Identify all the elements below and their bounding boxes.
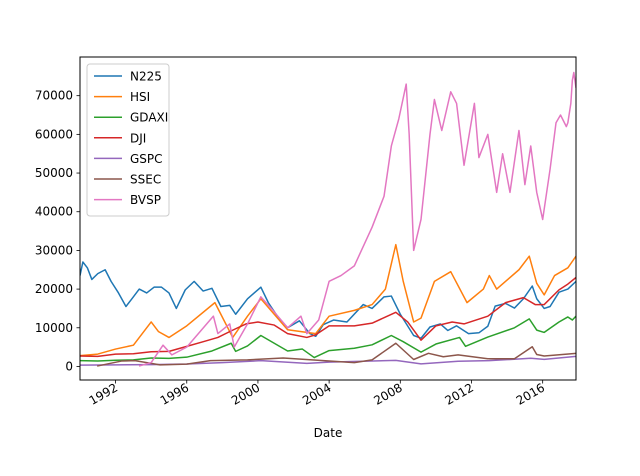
legend-label: BVSP [130,193,161,207]
series-line-hsi [80,243,576,357]
series-layer [80,71,576,367]
legend-label: N225 [130,70,162,84]
series-line-bvsp [138,71,576,367]
series-line-n225 [80,261,576,339]
x-axis: 1992 1996 2000 2004 2008 2012 2016 [87,380,547,408]
legend-label: DJI [130,131,146,145]
series-line-dji [80,276,576,358]
y-tick-label: 50000 [35,166,73,180]
y-tick-label: 20000 [35,282,73,296]
legend-label: GSPC [130,152,163,166]
legend-label: GDAXI [130,111,168,125]
y-tick-label: 30000 [35,243,73,257]
y-tick-label: 40000 [35,205,73,219]
plot-frame [79,56,577,381]
x-axis-label: Date [314,426,343,440]
series-line-ssec [96,342,576,367]
y-tick-label: 0 [65,359,73,373]
y-axis: 0 10000 20000 30000 40000 50000 60000 70000 [35,89,80,373]
legend-label: HSI [130,90,150,104]
y-tick-label: 60000 [35,127,73,141]
legend-label: SSEC [130,173,161,187]
y-tick-label: 70000 [35,89,73,103]
y-tick-label: 10000 [35,321,73,335]
series-line-gdaxi [80,315,576,362]
legend-box [86,63,170,217]
legend: N225 HSI GDAXI DJI GSPC SSEC BVSP [86,63,170,217]
